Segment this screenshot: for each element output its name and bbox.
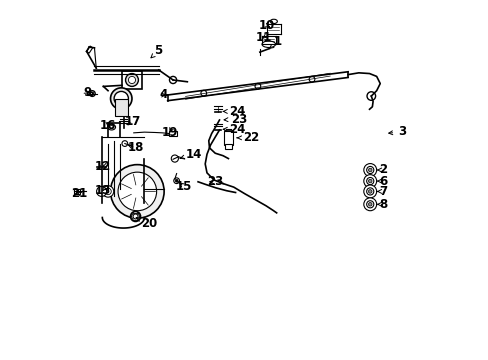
Circle shape [201,90,206,96]
Text: 24: 24 [223,105,245,118]
Text: 5: 5 [151,44,163,58]
Circle shape [366,92,375,100]
Ellipse shape [109,126,114,129]
Text: 1: 1 [268,35,282,49]
Text: 4: 4 [159,89,167,102]
Bar [122,71,142,89]
Ellipse shape [262,41,275,48]
Circle shape [366,188,373,195]
Circle shape [308,76,314,82]
Circle shape [118,172,156,211]
Circle shape [89,91,95,96]
Bar [74,189,80,194]
Circle shape [363,185,376,198]
Circle shape [114,91,128,106]
Ellipse shape [270,19,277,23]
Circle shape [363,198,376,211]
Circle shape [366,201,373,208]
Text: 11: 11 [255,31,271,44]
Text: 20: 20 [136,217,158,230]
Circle shape [102,186,114,197]
Text: 7: 7 [376,185,387,198]
Circle shape [169,76,176,84]
Circle shape [175,179,178,182]
Text: 15: 15 [176,180,192,193]
Circle shape [130,211,140,221]
Circle shape [110,88,132,109]
Text: 8: 8 [376,198,387,211]
Circle shape [133,214,138,219]
Text: 17: 17 [124,114,141,127]
Circle shape [91,92,94,95]
Text: 3: 3 [388,125,406,138]
Text: 22: 22 [237,131,259,144]
Ellipse shape [107,124,115,130]
Circle shape [363,163,376,176]
Circle shape [128,76,135,84]
Text: 2: 2 [376,163,387,176]
Text: 14: 14 [180,148,202,161]
Circle shape [125,73,138,86]
Text: 21: 21 [71,187,87,200]
Text: 19: 19 [162,126,178,139]
Text: 6: 6 [376,175,387,188]
Circle shape [367,203,371,206]
Bar [224,144,231,149]
Circle shape [366,177,373,185]
Circle shape [122,141,127,147]
Bar [224,131,232,145]
Circle shape [363,175,376,188]
Circle shape [367,168,371,172]
Text: 12: 12 [95,160,111,173]
Circle shape [173,178,179,184]
Text: 10: 10 [258,19,274,32]
Circle shape [366,166,373,174]
Text: 16: 16 [100,119,116,132]
Text: 23: 23 [224,113,246,126]
Bar [169,131,176,136]
Circle shape [255,84,260,89]
Circle shape [110,165,164,218]
Circle shape [171,155,178,162]
Bar [115,99,127,116]
Circle shape [97,186,106,197]
Text: 18: 18 [127,141,143,154]
Text: 9: 9 [83,86,91,99]
Circle shape [104,188,111,195]
Circle shape [367,190,371,193]
Text: 23: 23 [206,175,223,188]
Polygon shape [86,46,93,53]
Bar [87,92,91,95]
Text: 13: 13 [95,184,111,197]
Circle shape [367,179,371,183]
Text: 24: 24 [223,123,245,136]
